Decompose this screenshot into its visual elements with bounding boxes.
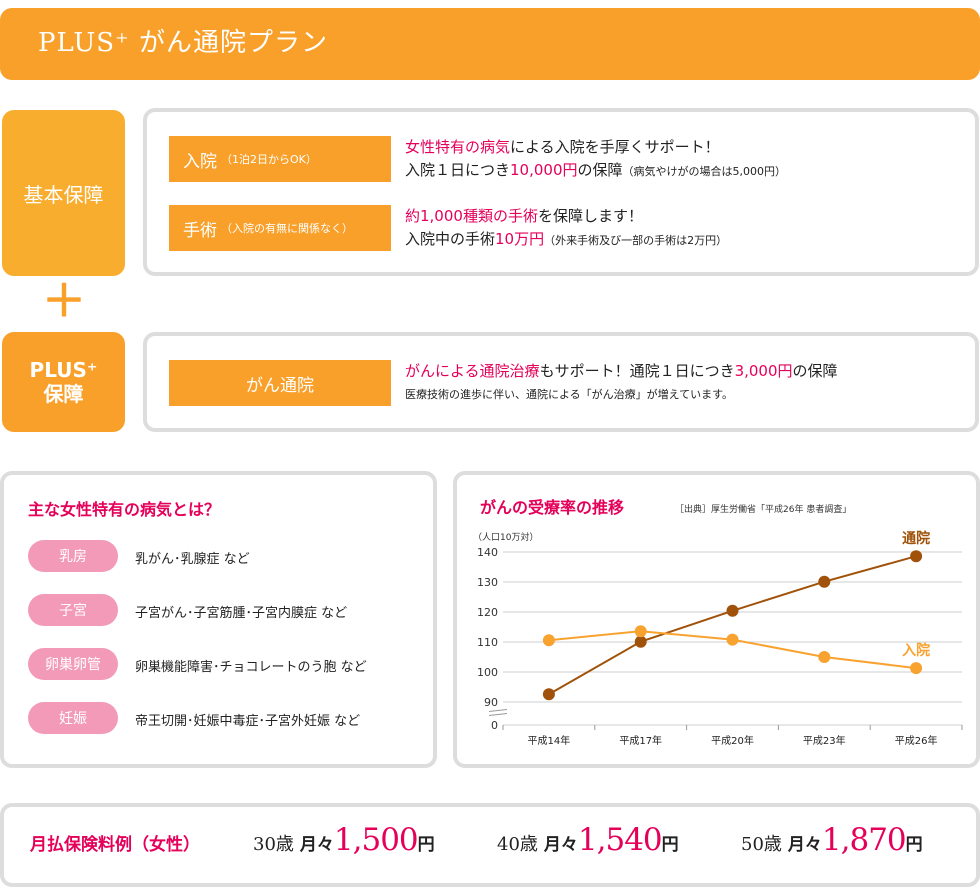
data-point-outpatient [634, 635, 647, 648]
plus-badge-line2: 保障 [43, 382, 84, 406]
x-tick-label: 平成17年 [619, 734, 662, 747]
premium-unit: 円 [417, 835, 435, 855]
diseases-title: 主な女性特有の病気とは？ [28, 500, 221, 519]
disease-text-ovary: 卵巣機能障害･チョコレートのう胞 など [135, 660, 367, 675]
chart-source: ［出典］厚生労働省「平成26年 患者調査」 [675, 505, 852, 515]
hospitalization-line1: による入院を手厚くサポート！ [510, 138, 720, 156]
premium-label: 月々 [787, 835, 822, 855]
hospitalization-highlight: 女性特有の病気 [405, 138, 511, 156]
axis-break-mark [488, 713, 508, 716]
surgery-description: 約1,000種類の手術を保障します！ 入院中の手術10万円（外来手術及び一部の手… [405, 205, 727, 252]
y-axis-label: （人口10万対） [473, 531, 538, 543]
data-point-outpatient [910, 550, 923, 563]
series-label: 入院 [902, 642, 930, 659]
outpatient-description: がんによる通院治療もサポート！通院１日につき3,000円の保障 [405, 360, 838, 383]
series-line-outpatient [548, 555, 917, 696]
surgery-tag-note: （入院の有無に関係なく） [221, 222, 353, 235]
data-point-inpatient [818, 651, 831, 663]
data-point-outpatient [726, 604, 739, 617]
x-tick-label: 平成23年 [803, 734, 846, 747]
premium-age: 30歳 [253, 834, 294, 855]
premium-unit: 円 [661, 835, 679, 855]
y-tick-label: 140 [477, 546, 498, 559]
series-label: 通院 [902, 530, 930, 547]
y-tick-label: 130 [477, 576, 498, 589]
premium-age: 50歳 [741, 834, 782, 855]
data-point-outpatient [818, 575, 831, 588]
axis-break-mark [488, 709, 508, 712]
x-tick-label: 平成26年 [895, 734, 938, 747]
disease-label-pregnancy: 妊娠 [28, 702, 118, 734]
y-tick-label: 90 [484, 696, 498, 709]
premium-item-40: 40歳 月々1,540円 [497, 822, 679, 858]
surgery-line1: を保障します！ [537, 207, 643, 225]
y-tick-label: 0 [491, 719, 498, 732]
y-tick-label: 110 [477, 636, 498, 649]
cancer-treatment-rate-line-chart: （人口10万対） 0 90 100 110 120 130 140 平成14年 平成17年 平成20… [473, 530, 963, 747]
outpatient-amount: 3,000円 [734, 362, 793, 380]
plan-header [0, 8, 980, 80]
hospitalization-note: （病気やけがの場合は5,000円） [622, 165, 787, 178]
x-tick-label: 平成14年 [528, 734, 571, 747]
plus-sign: ＋ [42, 276, 86, 327]
plan-title: PLUS⁺ がん通院プラン [38, 28, 329, 58]
y-tick-label: 100 [477, 666, 498, 679]
hospitalization-tag: 入院 （1泊2日からOK） [169, 136, 391, 182]
data-point-outpatient [542, 688, 555, 701]
surgery-highlight: 約1,000種類の手術 [405, 207, 538, 225]
chart-panel [453, 471, 980, 768]
surgery-tag-label: 手術 [183, 220, 217, 241]
hospitalization-line2-post: の保障 [577, 161, 623, 179]
data-point-inpatient [542, 634, 555, 647]
premium-amount: 1,870 [821, 822, 907, 858]
hospitalization-amount: 10,000円 [510, 161, 578, 179]
disease-text-pregnancy: 帝王切開･妊娠中毒症･子宮外妊娠 など [135, 714, 361, 729]
disease-label-uterus: 子宮 [28, 594, 118, 626]
premium-unit: 円 [905, 835, 923, 855]
plus-coverage-badge: PLUS⁺ 保障 [2, 332, 125, 432]
premium-label: 月々 [543, 835, 578, 855]
premium-title: 月払保険料例（女性） [30, 835, 200, 855]
disease-text-uterus: 子宮がん･子宮筋腫･子宮内膜症 など [135, 606, 348, 621]
basic-coverage-badge: 基本保障 [2, 110, 125, 276]
data-point-inpatient [910, 662, 923, 675]
data-point-inpatient [634, 625, 647, 638]
hospitalization-tag-note: （1泊2日からOK） [221, 153, 317, 166]
chart-title: がんの受療率の推移 [480, 498, 625, 517]
premium-label: 月々 [299, 835, 334, 855]
premium-item-50: 50歳 月々1,870円 [741, 822, 923, 858]
surgery-note: （外来手術及び一部の手術は2万円） [544, 234, 728, 247]
premium-panel [0, 803, 980, 887]
hospitalization-line2-pre: 入院１日につき [405, 161, 511, 179]
x-tick-label: 平成20年 [711, 734, 754, 747]
disease-label-breast: 乳房 [28, 540, 118, 572]
outpatient-line1-mid: もサポート！通院１日につき [539, 362, 735, 380]
hospitalization-tag-label: 入院 [183, 151, 217, 172]
premium-age: 40歳 [497, 834, 538, 855]
outpatient-tag: がん通院 [169, 360, 391, 406]
y-tick-label: 120 [477, 606, 498, 619]
plus-badge-line1: PLUS⁺ [29, 358, 98, 382]
outpatient-highlight: がんによる通院治療 [405, 362, 540, 380]
outpatient-note: 医療技術の進歩に伴い、通院による「がん治療」が増えています。 [405, 388, 734, 401]
surgery-tag: 手術 （入院の有無に関係なく） [169, 205, 391, 251]
outpatient-line1-post: の保障 [792, 362, 838, 380]
disease-label-ovary: 卵巣卵管 [28, 648, 118, 680]
premium-item-30: 30歳 月々1,500円 [253, 822, 435, 858]
surgery-line2-pre: 入院中の手術 [405, 230, 496, 248]
surgery-amount: 10万円 [495, 230, 545, 248]
data-point-inpatient [726, 633, 739, 646]
premium-amount: 1,540 [577, 822, 663, 858]
disease-text-breast: 乳がん･乳腺症 など [135, 552, 250, 567]
premium-amount: 1,500 [333, 822, 419, 858]
hospitalization-description: 女性特有の病気による入院を手厚くサポート！ 入院１日につき10,000円の保障（… [405, 136, 786, 183]
